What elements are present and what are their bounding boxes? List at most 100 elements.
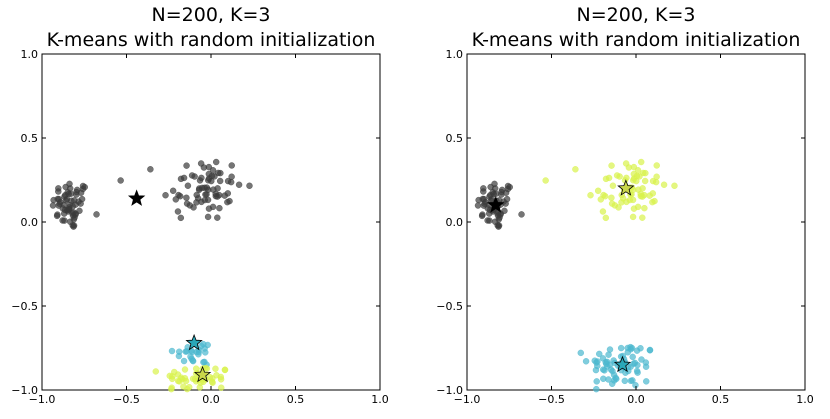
scatter-point — [67, 190, 75, 198]
plot-title-line2: K-means with random initialization — [472, 29, 801, 51]
scatter-point — [491, 180, 498, 188]
scatter-point — [73, 191, 80, 198]
y-tick-label: −1.0 — [11, 384, 38, 397]
scatter-point — [216, 177, 224, 185]
scatter-point — [174, 208, 182, 215]
scatter-point — [182, 377, 190, 385]
scatter-point — [55, 185, 62, 192]
scatter-point — [642, 378, 650, 385]
scatter-point — [502, 200, 509, 207]
scatter-point — [224, 198, 231, 206]
scatter-point — [506, 183, 513, 191]
scatter-point — [61, 217, 68, 224]
scatter-point — [602, 214, 610, 222]
scatter-point — [162, 191, 169, 199]
axis-ticks: −1.0 −0.5 0.0 0.5 1.0 1.0 0.5 0.0 −0.5 −1.0 — [11, 48, 388, 406]
scatter-point — [482, 198, 489, 206]
scatter-point — [246, 182, 253, 190]
scatter-point — [213, 371, 220, 379]
scatter-point — [180, 174, 188, 182]
scatter-point — [227, 178, 235, 186]
scatter-point — [214, 185, 221, 192]
x-tick-label: 0.0 — [202, 393, 220, 406]
x-tick-label: 0.5 — [287, 393, 305, 406]
scatter-point — [201, 358, 208, 366]
scatter-point — [205, 205, 213, 212]
scatter-point — [631, 359, 639, 367]
plot-title-line1: N=200, K=3 — [152, 4, 271, 26]
scatter-point — [600, 191, 607, 199]
scatter-point — [518, 211, 525, 218]
scatter-point — [629, 353, 636, 361]
scatter-point — [50, 196, 57, 204]
scatter-point — [587, 191, 594, 199]
scatter-point — [609, 182, 617, 189]
scatter-point — [228, 162, 235, 169]
scatter-point — [595, 350, 603, 358]
x-tick-label: 0.5 — [712, 393, 730, 406]
y-tick-label: −1.0 — [436, 384, 463, 397]
scatter-point — [214, 214, 221, 221]
scatter-point — [117, 177, 124, 184]
right-plot: N=200, K=3 K-means with random initializ… — [436, 4, 813, 406]
scatter-point — [175, 191, 182, 199]
scatter-point — [54, 211, 61, 218]
scatter-point — [190, 204, 197, 211]
scatter-point — [65, 205, 73, 213]
scatter-point — [169, 187, 177, 195]
scatter-point — [77, 200, 84, 207]
x-tick-label: 0.0 — [627, 393, 645, 406]
scatter-point — [627, 343, 634, 351]
scatter-point — [169, 373, 176, 380]
scatter-point — [639, 193, 646, 200]
scatter-point — [615, 204, 622, 211]
centroid-star — [185, 333, 203, 351]
x-tick-label: −1.0 — [454, 393, 481, 406]
scatter-point — [57, 198, 64, 206]
scatter-point — [630, 205, 638, 212]
scatter-point — [649, 198, 656, 206]
scatter-point — [474, 202, 482, 209]
scatter-point — [183, 194, 190, 202]
scatter-point — [627, 363, 634, 370]
scatter-point — [180, 383, 187, 390]
scatter-points — [474, 158, 678, 393]
scatter-point — [653, 162, 660, 169]
scatter-point — [599, 208, 607, 215]
scatter-point — [168, 384, 175, 391]
scatter-point — [189, 357, 196, 364]
centroid-star — [613, 355, 632, 373]
scatter-point — [606, 346, 614, 353]
scatter-point — [649, 190, 657, 197]
scatter-point — [224, 190, 232, 197]
scatter-point — [192, 365, 200, 372]
y-tick-label: 0.5 — [446, 132, 464, 145]
scatter-point — [671, 182, 678, 190]
scatter-point — [198, 184, 206, 192]
scatter-point — [183, 162, 190, 169]
scatter-point — [201, 345, 208, 352]
scatter-point — [501, 207, 508, 215]
y-tick-label: 1.0 — [446, 48, 464, 61]
scatter-point — [152, 368, 160, 375]
x-tick-label: −0.5 — [538, 393, 565, 406]
scatter-point — [636, 173, 643, 180]
scatter-point — [629, 377, 636, 384]
scatter-point — [63, 195, 71, 203]
y-tick-label: 0.0 — [446, 216, 464, 229]
scatter-point — [217, 384, 225, 391]
y-tick-label: 0.0 — [21, 216, 39, 229]
scatter-point — [496, 214, 503, 221]
scatter-point — [174, 371, 182, 378]
scatter-point — [607, 366, 615, 373]
scatter-point — [70, 197, 78, 204]
scatter-point — [212, 158, 220, 166]
scatter-point — [168, 347, 176, 355]
scatter-point — [228, 173, 235, 180]
scatter-point — [71, 214, 78, 221]
scatter-point — [593, 385, 600, 393]
scatter-point — [660, 181, 668, 188]
scatter-point — [639, 185, 646, 192]
scatter-point — [204, 196, 212, 204]
